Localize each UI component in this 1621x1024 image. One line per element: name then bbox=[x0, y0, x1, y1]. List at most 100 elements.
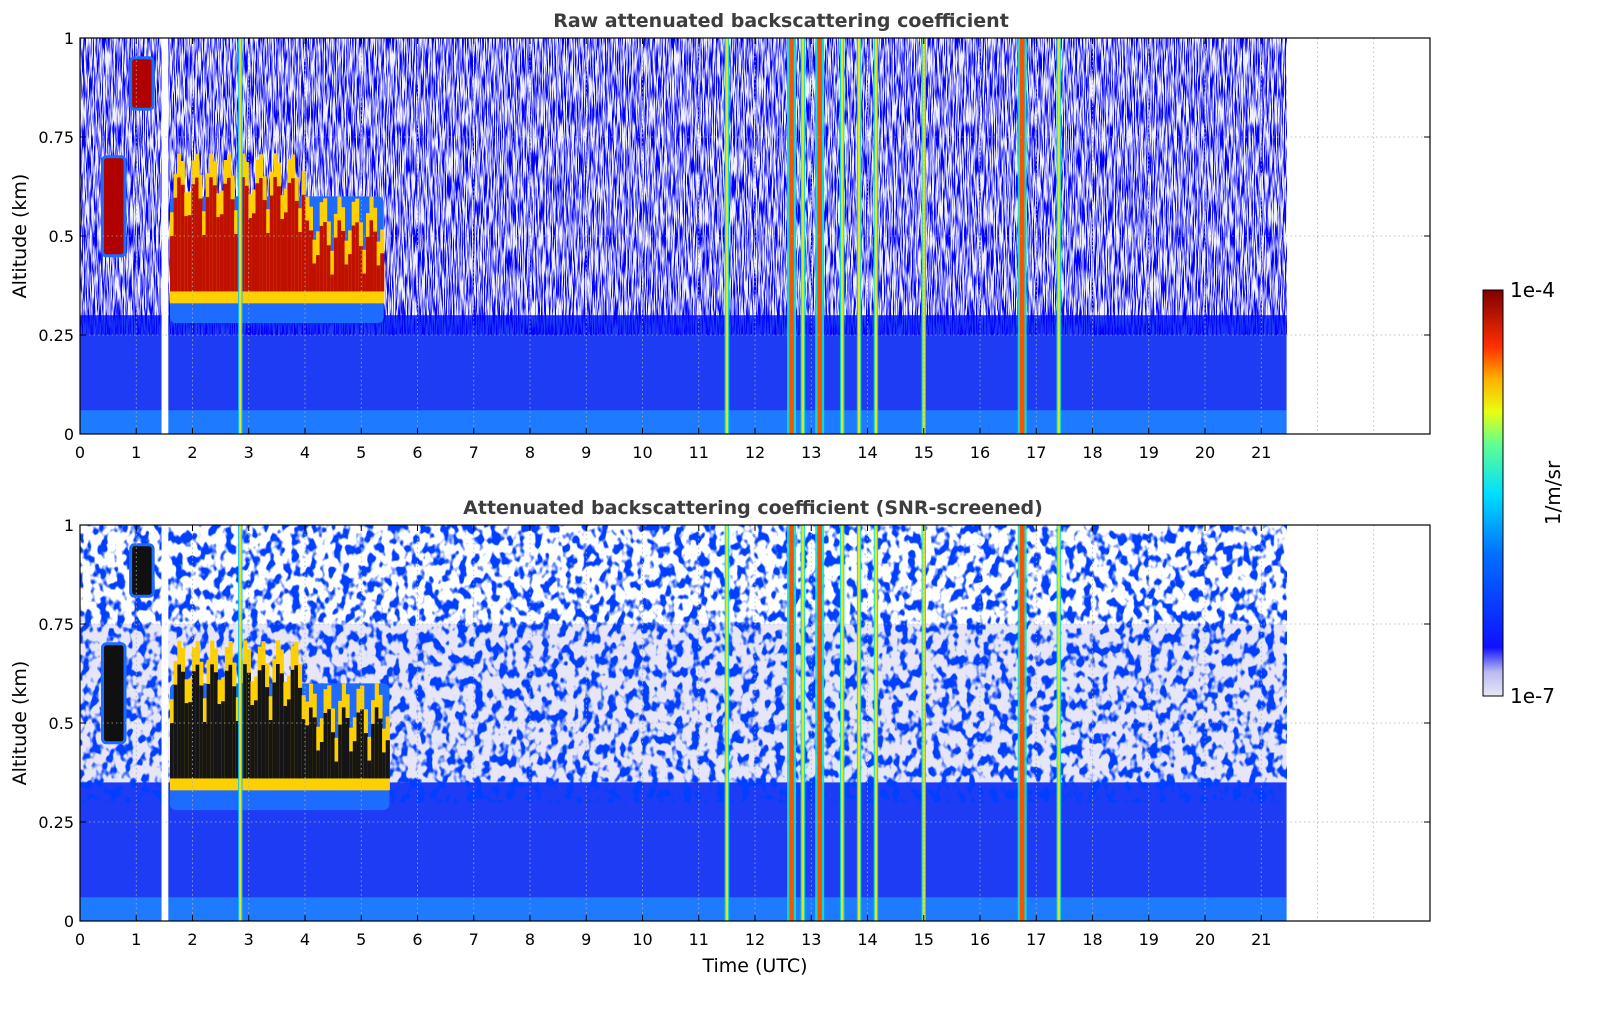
x-tick-label: 14 bbox=[857, 930, 877, 949]
aerosol-layer-core bbox=[374, 707, 379, 779]
data-gap bbox=[161, 38, 169, 434]
y-tick-label: 0.5 bbox=[49, 714, 74, 733]
y-tick-label: 0 bbox=[64, 425, 74, 444]
vertical-band-core bbox=[817, 525, 822, 921]
aerosol-layer-core bbox=[294, 665, 299, 779]
aerosol-layer-core bbox=[323, 222, 328, 292]
aerosol-layer-core bbox=[235, 721, 240, 779]
x-tick-label: 9 bbox=[581, 443, 591, 462]
aerosol-layer-core bbox=[224, 670, 229, 779]
vertical-band-core bbox=[239, 525, 242, 921]
x-tick-label: 19 bbox=[1139, 443, 1159, 462]
x-tick-label: 2 bbox=[187, 443, 197, 462]
colorbar: 1e-4 1e-7 1/m/sr bbox=[1482, 278, 1565, 708]
aerosol-layer-core bbox=[360, 709, 365, 779]
aerosol-layer-core bbox=[216, 217, 221, 292]
aerosol-layer-core bbox=[180, 184, 185, 292]
aerosol-layer-core bbox=[352, 741, 357, 779]
data-gap bbox=[161, 525, 169, 921]
aerosol-layer-core bbox=[330, 274, 335, 292]
aerosol-layer-core bbox=[217, 704, 222, 779]
x-tick-label: 11 bbox=[689, 930, 709, 949]
aerosol-layer-core bbox=[261, 665, 266, 779]
aerosol-layer-core bbox=[170, 723, 175, 779]
aerosol-layer-core bbox=[382, 752, 387, 779]
aerosol-layer-core bbox=[219, 214, 224, 292]
cloud-patch bbox=[101, 155, 127, 258]
aerosol-layer-core bbox=[365, 236, 370, 292]
aerosol-layer-core bbox=[255, 183, 260, 292]
x-tick-label: 21 bbox=[1251, 443, 1271, 462]
aerosol-layer-core bbox=[338, 724, 343, 779]
aerosol-layer-core bbox=[312, 717, 317, 779]
aerosol-layer-core bbox=[234, 234, 239, 292]
aerosol-layer-core bbox=[316, 750, 321, 779]
x-tick-label: 1 bbox=[131, 443, 141, 462]
y-axis-label-raw: Altitude (km) bbox=[9, 174, 31, 299]
aerosol-layer-core bbox=[298, 232, 303, 292]
colorbar-max-label: 1e-4 bbox=[1510, 278, 1555, 302]
aerosol-layer-core bbox=[290, 669, 295, 779]
x-axis-label: Time (UTC) bbox=[701, 955, 807, 977]
aerosol-layer-core bbox=[327, 709, 332, 779]
x-tick-label: 5 bbox=[356, 443, 366, 462]
x-tick-label: 16 bbox=[970, 443, 990, 462]
vertical-band-core bbox=[874, 38, 878, 434]
aerosol-layer-core bbox=[272, 682, 277, 779]
surface-strong-layer bbox=[80, 410, 1287, 434]
aerosol-layer-core bbox=[363, 733, 368, 779]
aerosol-layer-core bbox=[199, 685, 204, 779]
aerosol-layer-core bbox=[276, 186, 281, 292]
cloud-patch bbox=[129, 56, 155, 111]
aerosol-layer-core bbox=[188, 702, 193, 779]
aerosol-layer-core bbox=[184, 216, 189, 292]
aerosol-layer-core bbox=[254, 700, 259, 779]
aerosol-layer-core bbox=[227, 177, 232, 292]
aerosol-layer-core bbox=[345, 717, 350, 779]
aerosol-layer-core bbox=[173, 684, 178, 779]
aerosol-layer-core bbox=[210, 664, 215, 779]
aerosol-layer-core bbox=[355, 222, 360, 292]
aerosol-layer-core bbox=[373, 231, 378, 292]
y-tick-label: 0.25 bbox=[38, 326, 74, 345]
aerosol-layer-core bbox=[283, 705, 288, 779]
x-tick-label: 11 bbox=[689, 443, 709, 462]
aerosol-layer-core bbox=[308, 230, 313, 292]
aerosol-layer-core bbox=[191, 184, 196, 292]
aerosol-layer-core bbox=[243, 664, 248, 779]
plot-area-screened bbox=[80, 525, 1287, 921]
vertical-band-core bbox=[1019, 525, 1025, 921]
aerosol-layer-core bbox=[177, 177, 182, 292]
aerosol-layer-core bbox=[265, 687, 270, 779]
vertical-band-core bbox=[841, 525, 844, 921]
aerosol-layer-core bbox=[213, 672, 219, 779]
x-tick-label: 8 bbox=[525, 443, 535, 462]
aerosol-layer-core bbox=[228, 664, 233, 779]
surface-strong-layer bbox=[80, 897, 1287, 921]
aerosol-layer-core bbox=[378, 718, 383, 779]
x-tick-label: 17 bbox=[1026, 930, 1046, 949]
aerosol-layer-core bbox=[232, 686, 237, 779]
aerosol-layer-core bbox=[305, 220, 310, 292]
aerosol-layer-core bbox=[337, 220, 342, 292]
aerosol-layer-core bbox=[301, 719, 306, 779]
x-tick-label: 15 bbox=[914, 930, 934, 949]
aerosol-layer-core bbox=[351, 225, 356, 292]
y-tick-label: 0.5 bbox=[49, 227, 74, 246]
aerosol-layer-core bbox=[294, 200, 299, 292]
x-tick-label: 7 bbox=[469, 930, 479, 949]
y-ticks-raw: 0 0.25 0.5 0.75 1 bbox=[38, 29, 1430, 444]
aerosol-layer-core bbox=[330, 732, 336, 779]
gridlines-screened bbox=[80, 525, 1430, 921]
aerosol-layer-core bbox=[198, 198, 203, 292]
aerosol-layer-core bbox=[312, 263, 317, 292]
aerosol-layer-core bbox=[356, 712, 361, 779]
y-tick-label: 1 bbox=[64, 29, 74, 48]
x-tick-label: 6 bbox=[412, 930, 422, 949]
panel-screened-title: Attenuated backscattering coefficient (S… bbox=[463, 497, 1043, 519]
aerosol-layer-core bbox=[380, 253, 385, 292]
aerosol-layer-core bbox=[202, 722, 208, 779]
aerosol-layer-core bbox=[358, 246, 363, 292]
vertical-band-core bbox=[725, 38, 728, 434]
aerosol-layer-core bbox=[369, 220, 374, 292]
